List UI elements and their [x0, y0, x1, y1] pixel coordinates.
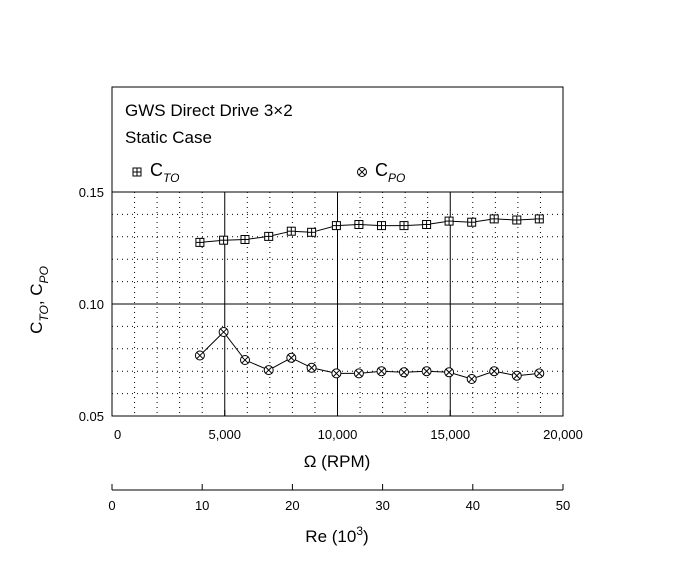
data-point-cto [399, 221, 409, 231]
chart-title: GWS Direct Drive 3×2 [125, 101, 293, 120]
data-point-cto [377, 221, 386, 231]
x-tick-label: 5,000 [208, 427, 241, 442]
legend-entry-cpo: CPO [357, 160, 405, 185]
data-point-cto [534, 214, 544, 224]
data-point-cto [422, 220, 432, 229]
legend-entry-cto: CTO [132, 160, 179, 185]
secondary-tick-label: 10 [195, 498, 209, 513]
data-point-cto [467, 217, 477, 227]
series-line-cpo [199, 331, 540, 380]
x-tick-label: 20,000 [543, 427, 583, 442]
secondary-tick-label: 20 [285, 498, 299, 513]
data-point-cto [195, 237, 205, 247]
legend-label-cto: CTO [150, 160, 179, 185]
x-tick-label: 0 [114, 427, 121, 442]
x-axis-label: Ω (RPM) [304, 452, 371, 471]
plot-area: 0 5,000 10,000 15,000 20,000 0.05 0.10 0.15 [79, 185, 583, 442]
data-point-cpo [466, 374, 477, 384]
data-point-cpo [194, 350, 205, 361]
legend-label-cpo: CPO [375, 160, 405, 185]
data-point-cpo [286, 352, 297, 363]
data-point-cto [354, 220, 364, 229]
y-axis-label: CTO, CPO [27, 266, 51, 334]
data-point-cpo [511, 370, 522, 381]
data-point-cpo [376, 366, 387, 377]
data-point-cto [444, 216, 454, 226]
secondary-tick-label: 50 [556, 498, 570, 513]
data-point-cto [489, 214, 499, 224]
data-point-cpo [421, 366, 432, 377]
data-point-cpo [306, 362, 317, 373]
y-tick-label: 0.05 [79, 409, 104, 424]
data-point-cpo [489, 366, 500, 377]
secondary-x-axis-label: Re (103) [305, 524, 368, 546]
data-point-cto [307, 227, 317, 237]
secondary-x-axis: 0 10 20 30 40 50 [108, 484, 570, 513]
data-point-cpo [218, 327, 229, 337]
data-point-cto [286, 226, 296, 236]
legend-title-box [111, 86, 564, 193]
secondary-tick-label: 30 [375, 498, 389, 513]
data-point-cto [240, 235, 250, 244]
x-tick-label: 15,000 [430, 427, 470, 442]
legend-marker-cpo [357, 167, 367, 177]
data-point-cto [512, 215, 522, 225]
data-point-cpo [263, 365, 274, 376]
data-point-cpo [353, 368, 364, 379]
data-point-cto [331, 221, 341, 231]
data-point-cpo [399, 367, 409, 378]
x-tick-label: 10,000 [318, 427, 358, 442]
y-tick-label: 0.15 [79, 185, 104, 200]
secondary-tick-label: 40 [466, 498, 480, 513]
series-line-cto [199, 218, 540, 243]
data-point-cpo [534, 368, 545, 379]
data-point-cpo [444, 367, 455, 378]
legend-marker-cto [132, 167, 142, 177]
secondary-tick-label: 0 [108, 498, 115, 513]
y-tick-label: 0.10 [79, 297, 104, 312]
data-point-cto [219, 235, 229, 245]
data-point-cpo [331, 368, 342, 379]
data-point-cpo [240, 355, 250, 365]
chart-subtitle: Static Case [125, 128, 212, 147]
data-point-cto [264, 231, 274, 241]
